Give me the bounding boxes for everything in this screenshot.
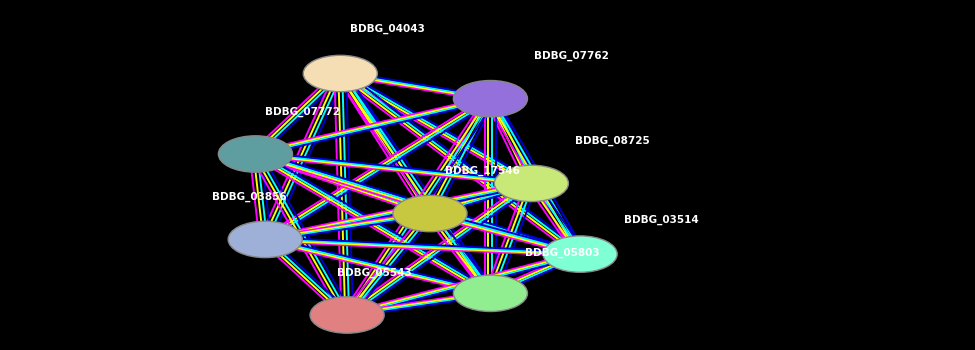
Text: BDBG_07772: BDBG_07772 — [265, 106, 340, 117]
Text: BDBG_03856: BDBG_03856 — [212, 192, 287, 202]
Text: BDBG_05543: BDBG_05543 — [337, 267, 412, 278]
Ellipse shape — [453, 80, 527, 117]
Text: BDBG_08725: BDBG_08725 — [575, 136, 650, 146]
Ellipse shape — [310, 297, 384, 333]
Ellipse shape — [218, 136, 292, 172]
Text: BDBG_07762: BDBG_07762 — [534, 51, 609, 61]
Text: BDBG_04043: BDBG_04043 — [350, 24, 425, 34]
Ellipse shape — [393, 195, 467, 232]
Ellipse shape — [543, 236, 617, 272]
Ellipse shape — [303, 55, 377, 92]
Ellipse shape — [494, 165, 568, 202]
Text: BDBG_03514: BDBG_03514 — [624, 215, 699, 225]
Text: BDBG_05803: BDBG_05803 — [525, 247, 600, 258]
Text: BDBG_17546: BDBG_17546 — [445, 166, 520, 176]
Ellipse shape — [453, 275, 527, 312]
Ellipse shape — [228, 221, 302, 258]
